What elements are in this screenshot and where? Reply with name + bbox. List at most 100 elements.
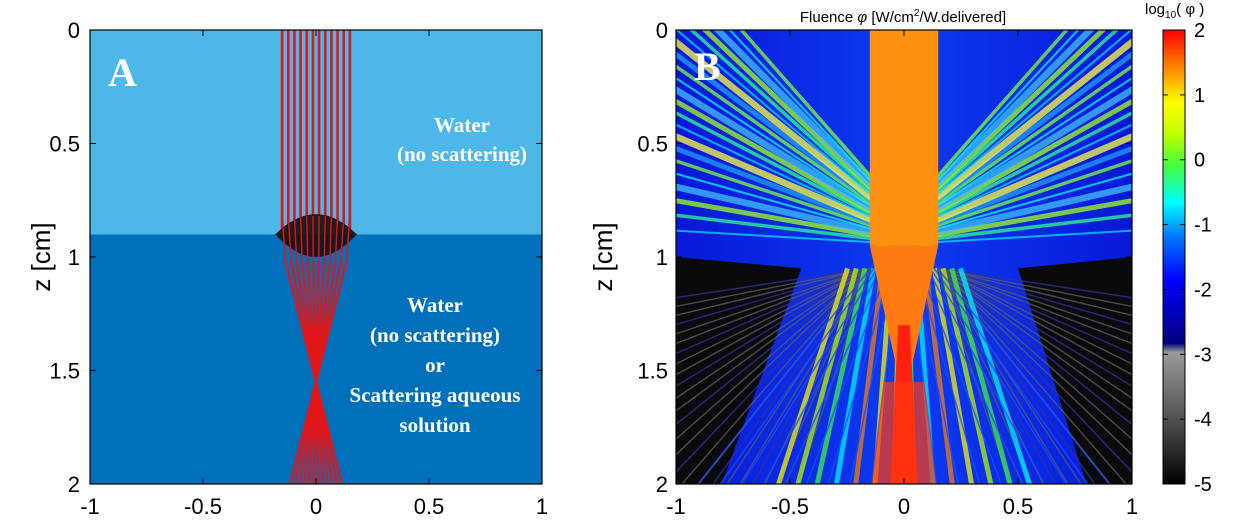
y-axis-a: 0 0.5 1 1.5 2 [49,18,542,497]
speckle-line [937,267,1132,335]
beam-core [869,30,939,484]
speckle-line [937,267,1132,345]
lens-ray [299,215,303,260]
panel-letter-b: B [694,44,721,89]
scatter-streak [676,76,932,247]
scatter-streak [676,123,932,247]
upper-medium-region [90,30,542,235]
speckle-line [676,267,871,440]
scatter-streak [875,111,1132,248]
speckle-line [676,267,870,317]
lens-ray [306,215,309,260]
annotation-line: solution [399,413,471,437]
colorbar [1162,29,1186,485]
x-tick-label: -1 [80,494,100,519]
y-tick-label: 1.5 [49,359,80,384]
blue-streak [920,256,1046,484]
colorbar-tick-label: -2 [1194,279,1212,301]
y-tick-label: 0 [656,18,668,43]
speckle-line [712,267,871,484]
speckle-line [937,267,1132,440]
scatter-streak [876,159,1132,248]
lower-medium-label: Water (no scattering) or Scattering aqueous… [350,293,521,437]
y-tick-label: 2 [656,472,668,497]
scatter-streak [875,30,1080,247]
y-tick-label: 1 [656,245,668,270]
colorbar-tick-label: -5 [1194,474,1212,496]
cone-streak [940,267,994,484]
speckle-line [938,267,1132,308]
scatter-streak [876,76,1132,247]
scatter-streak [676,145,933,248]
scatter-streak [874,86,1132,249]
ray-bundle [280,30,352,484]
scatter-streak [875,183,1132,249]
lens-ray [293,215,298,260]
cone-streak [949,267,1013,484]
blue-streak [784,256,891,484]
scatter-streak [739,30,933,247]
speckle-line [676,267,871,355]
y-tick-label: 0 [68,18,80,43]
beam-converge [869,245,939,394]
x-tick-label: 1 [1126,494,1138,519]
cone-streak [923,268,955,484]
lens-ray [323,215,326,260]
scatter-streak [676,111,933,248]
lens-ray [329,215,333,260]
scatter-streak [676,51,933,248]
colorbar-tick-label: -1 [1194,215,1212,237]
scatter-streak [875,64,1132,248]
speckle-line [937,267,1132,376]
colorbar-tick-label: 2 [1194,20,1205,42]
heatmap-title: Fluence φ [W/cm2/W.delivered] [800,8,1006,26]
panel-a: A Water (no scattering) Water (no scatteri… [26,18,548,519]
scatter-streak [676,98,933,248]
scatter-streak [875,30,1132,247]
speckle-line [938,267,1132,326]
x-tick-label: 0 [898,494,910,519]
cone-streak [776,267,850,484]
speckle-line [680,267,871,484]
y-tick-label: 1 [68,245,80,270]
y-axis-label-b: z [cm] [588,222,618,291]
annotation-line: Water [434,113,490,137]
speckle-line [937,268,1044,484]
speckle-line [764,268,871,484]
annotation-line: (no scattering) [397,142,527,166]
y-tick-label: 2 [68,472,80,497]
speckle-line [676,267,871,335]
speckle-line [937,267,1132,456]
speckle-line [676,267,871,426]
blue-streak [719,256,883,484]
scatter-streak [676,30,933,247]
upper-medium-label: Water (no scattering) [397,113,527,166]
scatter-streak [876,172,1132,247]
speckle-line [937,267,1128,484]
speckle-line [937,267,1132,412]
blue-streak [925,256,1089,484]
x-tick-label: -1 [666,494,686,519]
colorbar-tick-label: -3 [1194,344,1212,366]
scatter-streak [875,133,1132,249]
lens-ray [281,215,287,260]
speckle-line [937,267,1132,365]
blue-streak [806,256,894,484]
scatter-streak [676,198,932,249]
scatter-streak [676,183,933,249]
scatter-streak [713,30,934,248]
colorbar-ticks: 2 1 0 -1 -2 -3 -4 -5 [1163,20,1212,496]
x-tick-label: 0.5 [414,494,445,519]
y-axis-label-a: z [cm] [26,222,56,291]
lens-ray [287,215,292,260]
x-tick-label: -0.5 [184,494,222,519]
panel-b: B Fluence φ [W/cm2/W.delivered] -1 -0.5 0 0… [588,1,1212,519]
lens-ray-overlay [281,215,351,260]
speckle-line [937,267,1132,473]
cone-streak [795,267,859,484]
scatter-streak [875,98,1132,248]
speckle-line [676,267,870,299]
annotation-line: Water [407,293,463,317]
scatter-streak [875,145,1132,248]
y-tick-label: 0.5 [637,132,668,157]
